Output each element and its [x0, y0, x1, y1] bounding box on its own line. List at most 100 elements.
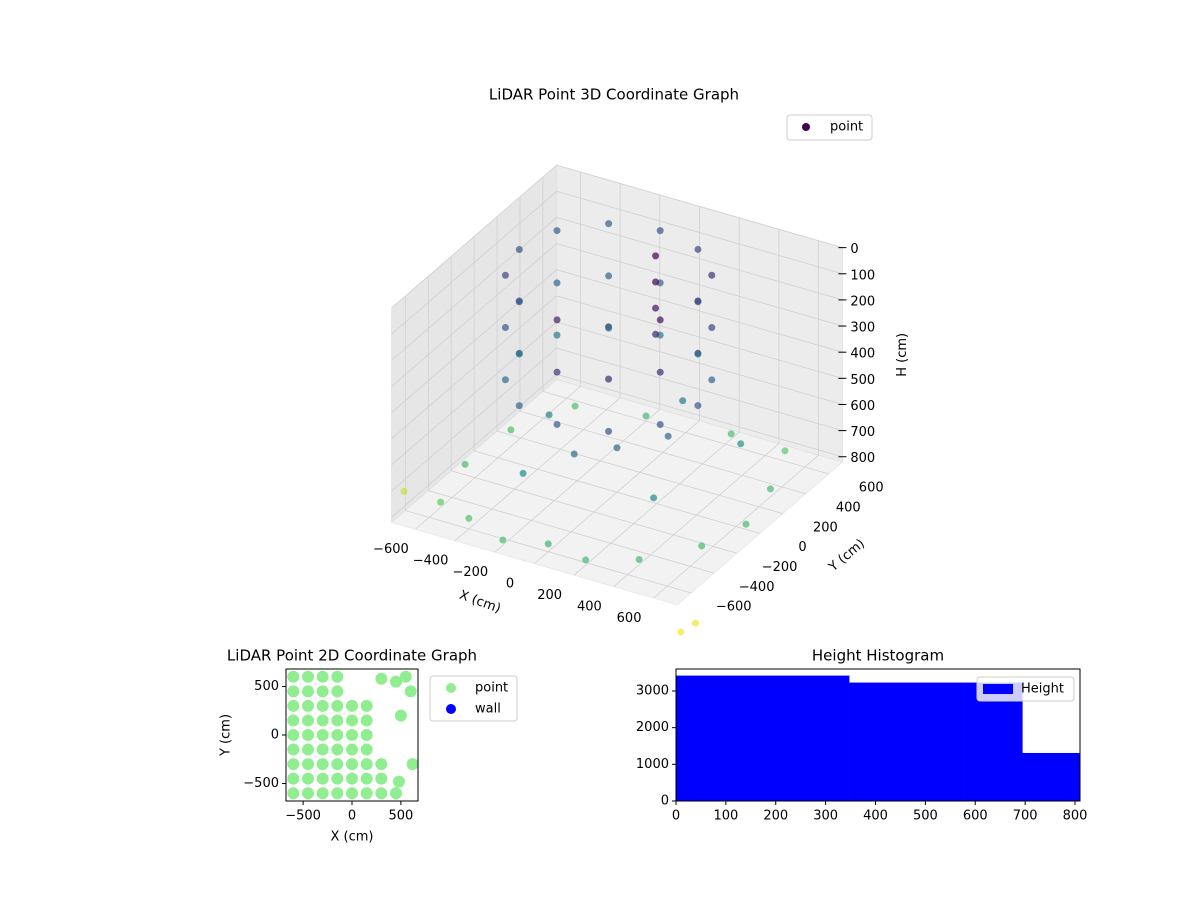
axes-frame: [675, 668, 1081, 802]
point: [346, 714, 358, 727]
point: [605, 375, 613, 383]
x-tick-label: 0: [506, 576, 514, 591]
point: [360, 714, 373, 727]
point: [694, 298, 702, 306]
point: [781, 447, 789, 455]
legend-label: wall: [475, 702, 501, 717]
x-tick-label: 600: [617, 611, 642, 626]
point: [461, 460, 469, 468]
point: [302, 714, 314, 727]
point: [302, 699, 314, 712]
y-tick-label: −200: [762, 560, 798, 575]
bar: [964, 682, 1023, 801]
point: [302, 685, 314, 698]
point: [390, 787, 402, 800]
point: [346, 729, 358, 741]
point: [656, 227, 664, 235]
y-tick-label: 600: [859, 481, 884, 496]
point: [360, 758, 373, 771]
point: [545, 411, 553, 419]
point: [331, 772, 344, 785]
point: [302, 743, 314, 756]
point: [302, 787, 314, 800]
point: [605, 324, 613, 332]
grid-line: [556, 217, 843, 301]
z-tick-label: 400: [850, 347, 875, 362]
point: [316, 743, 329, 756]
point: [375, 787, 388, 800]
point: [404, 685, 417, 698]
x-axis-label: X (cm): [331, 830, 374, 845]
point: [316, 772, 329, 785]
point: [570, 450, 578, 458]
y-tick-label: 1000: [636, 757, 669, 772]
grid-line: [391, 347, 557, 492]
point: [605, 272, 613, 280]
point: [302, 729, 314, 741]
legend-box: [976, 676, 1075, 702]
point: [694, 245, 702, 253]
x-tick-label: 700: [1013, 809, 1038, 824]
point: [553, 420, 561, 428]
grid-line: [556, 269, 843, 353]
points: [287, 670, 418, 800]
point: [346, 758, 358, 771]
bar: [791, 675, 850, 801]
x-tick-label: 0: [348, 809, 356, 824]
point: [316, 685, 329, 698]
grid-line: [519, 410, 806, 495]
z-tick-label: 200: [850, 294, 875, 309]
x-tick-label: 200: [537, 588, 562, 603]
point: [694, 350, 702, 358]
legend-label: Height: [1021, 682, 1064, 697]
point: [287, 787, 300, 800]
point: [346, 787, 358, 800]
point: [331, 787, 344, 800]
grid-line: [556, 295, 843, 379]
grid-line: [405, 510, 692, 594]
grid-line: [428, 490, 715, 574]
point: [515, 298, 523, 306]
point: [571, 402, 579, 410]
grid-line: [556, 373, 843, 458]
z-axis-label: H (cm): [895, 333, 910, 377]
point: [316, 699, 329, 712]
point: [519, 469, 527, 477]
point: [677, 628, 685, 636]
point: [515, 245, 523, 253]
point: [635, 555, 643, 563]
y-tick-label: −400: [739, 580, 775, 595]
point: [650, 494, 658, 502]
grid-line: [496, 430, 783, 514]
z-tick-label: 300: [850, 321, 875, 336]
point: [605, 427, 613, 435]
z-tick-label: 500: [850, 373, 875, 388]
point: [360, 729, 373, 741]
point: [346, 743, 358, 756]
x-tick-label: 600: [963, 809, 988, 824]
point: [515, 350, 523, 358]
z-tick-label: 0: [850, 242, 858, 257]
point: [553, 331, 561, 339]
point: [406, 758, 418, 771]
y-tick-label: −600: [716, 600, 752, 615]
grid-line: [556, 190, 843, 275]
grid-line: [556, 243, 843, 327]
point: [652, 278, 660, 286]
point: [360, 787, 373, 800]
y-tick-label: 2000: [636, 720, 669, 735]
point: [316, 714, 329, 727]
point: [737, 440, 745, 448]
point: [331, 699, 344, 712]
point: [331, 685, 344, 698]
grid-line: [391, 190, 557, 335]
point: [360, 772, 373, 785]
z-tick-label: 800: [850, 451, 875, 466]
y-tick-label: 500: [254, 679, 279, 694]
bar: [906, 682, 965, 801]
y-tick-label: 200: [813, 520, 838, 535]
point: [375, 758, 388, 771]
point: [287, 772, 300, 785]
point: [316, 729, 329, 741]
point: [346, 772, 358, 785]
